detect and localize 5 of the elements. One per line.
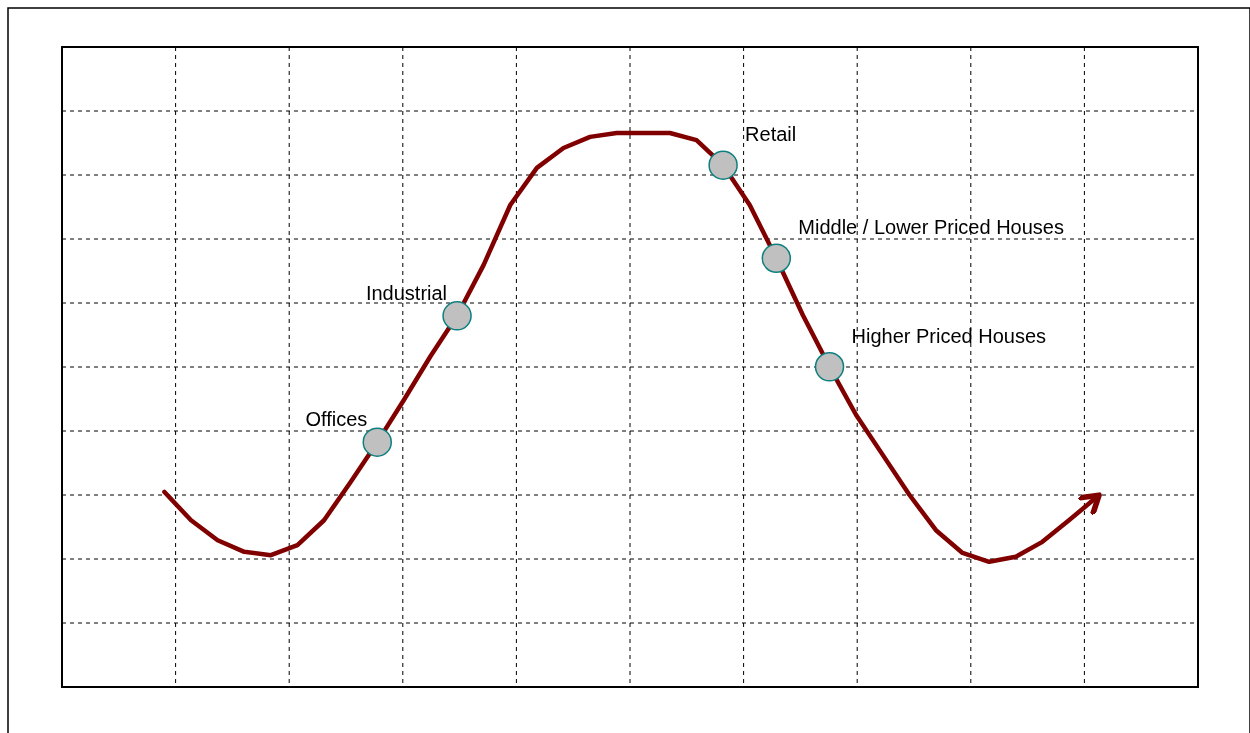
annotation: Industrial <box>365 281 448 304</box>
annotation: Offices <box>305 408 368 431</box>
annotation: Retail <box>745 123 797 146</box>
annotation: Higher Priced Houses <box>851 324 1047 347</box>
annotation: Middle / Lower Priced Houses <box>798 216 1065 239</box>
